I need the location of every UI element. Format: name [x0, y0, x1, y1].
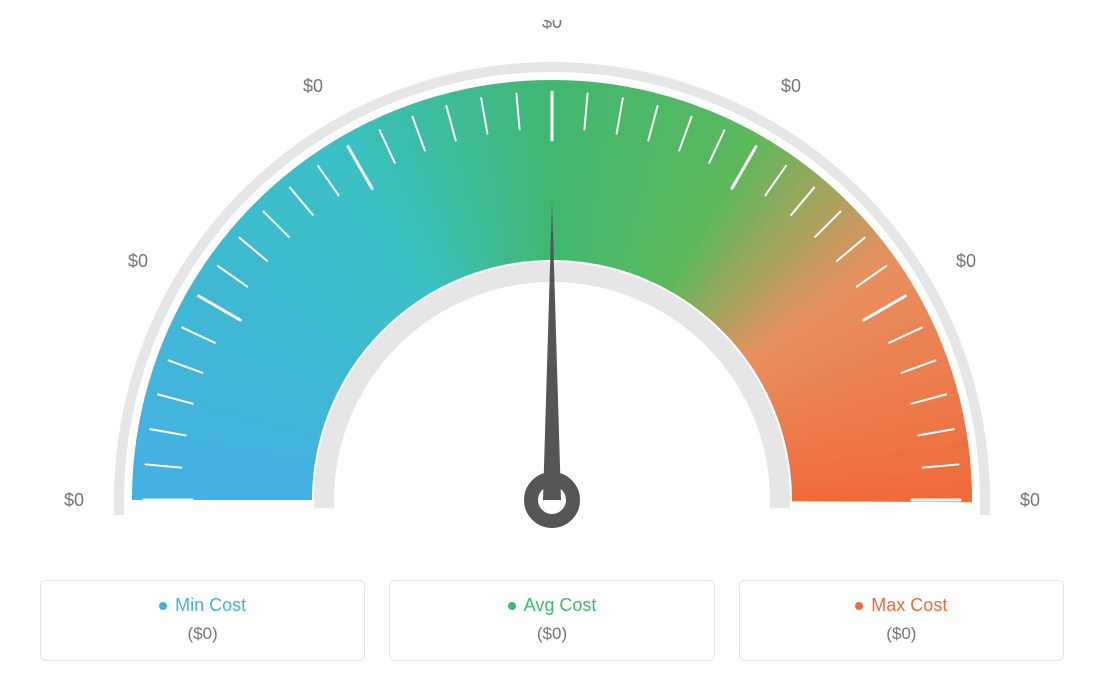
dot-icon-max [855, 602, 863, 610]
dot-icon-min [159, 602, 167, 610]
legend-card-avg: Avg Cost ($0) [389, 580, 714, 661]
gauge-svg: $0 $0 $0 $0 $0 $0 $0 [0, 20, 1104, 580]
legend-value-min: ($0) [61, 624, 344, 644]
dot-icon-avg [508, 602, 516, 610]
gauge-tick-label: $0 [956, 251, 976, 271]
gauge-tick-label: $0 [781, 76, 801, 96]
gauge-tick-label: $0 [64, 490, 84, 510]
legend-card-min: Min Cost ($0) [40, 580, 365, 661]
gauge-tick-label: $0 [542, 20, 562, 32]
legend-text-avg: Avg Cost [524, 595, 597, 616]
gauge-tick-label: $0 [1020, 490, 1040, 510]
gauge-cost-chart: $0 $0 $0 $0 $0 $0 $0 Min Cost ($0) Avg Cost ($… [0, 0, 1104, 690]
legend-label-max: Max Cost [855, 595, 947, 616]
gauge-tick-label: $0 [128, 251, 148, 271]
legend-row: Min Cost ($0) Avg Cost ($0) Max Cost ($0… [0, 580, 1104, 661]
legend-value-max: ($0) [760, 624, 1043, 644]
legend-value-avg: ($0) [410, 624, 693, 644]
gauge-svg-wrap: $0 $0 $0 $0 $0 $0 $0 [0, 20, 1104, 580]
legend-label-avg: Avg Cost [508, 595, 597, 616]
gauge-tick-label: $0 [303, 76, 323, 96]
legend-label-min: Min Cost [159, 595, 246, 616]
legend-card-max: Max Cost ($0) [739, 580, 1064, 661]
legend-text-max: Max Cost [871, 595, 947, 616]
legend-text-min: Min Cost [175, 595, 246, 616]
